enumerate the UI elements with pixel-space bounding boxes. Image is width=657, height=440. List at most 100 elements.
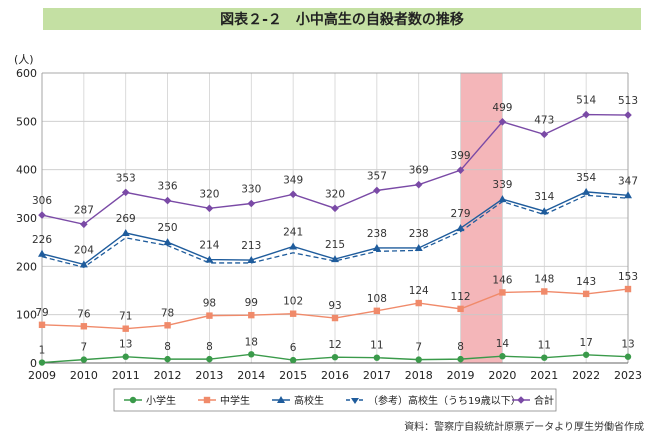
x-tick-label: 2022 (572, 369, 600, 382)
legend-marker (129, 396, 137, 404)
data-label: 12 (328, 339, 341, 351)
data-label: 93 (328, 300, 341, 312)
data-label: 99 (245, 297, 258, 309)
data-label: 339 (492, 179, 512, 191)
data-label: 98 (203, 298, 216, 310)
data-point (38, 321, 46, 329)
data-point (80, 220, 88, 229)
data-label: 369 (409, 165, 429, 177)
data-point (372, 243, 381, 251)
data-label: 71 (119, 311, 132, 323)
data-point (247, 256, 256, 264)
data-point (499, 289, 506, 296)
data-label: 213 (241, 240, 261, 252)
data-point (38, 211, 46, 219)
data-label: 250 (158, 222, 178, 234)
data-point (247, 199, 256, 208)
data-point (373, 354, 381, 361)
x-tick-label: 2015 (279, 369, 307, 382)
data-label: 6 (290, 342, 297, 354)
data-point (331, 314, 339, 322)
x-tick-label: 2013 (195, 369, 223, 382)
data-point (289, 242, 298, 250)
data-point (456, 166, 465, 174)
data-label: 78 (161, 307, 174, 319)
data-point (205, 255, 214, 263)
data-label: 108 (367, 293, 387, 305)
y-tick-label: 600 (16, 67, 37, 80)
y-tick-label: 0 (30, 357, 37, 370)
data-label: 17 (579, 337, 592, 349)
chart-title: 図表２-２ 小中高生の自殺者数の推移 (220, 11, 464, 28)
x-tick-label: 2020 (488, 369, 516, 382)
data-point (415, 356, 422, 363)
legend-label: （参考）高校生（うち19歳以下） (368, 394, 521, 407)
data-point (582, 187, 591, 195)
data-point (206, 355, 213, 363)
data-label: 349 (283, 174, 303, 186)
data-point (80, 356, 88, 363)
data-label: 102 (283, 296, 303, 308)
data-label: 336 (158, 181, 178, 193)
data-label: 320 (325, 188, 345, 200)
title-banner (43, 8, 641, 30)
data-point (163, 238, 172, 246)
data-label: 357 (367, 170, 387, 182)
data-label: 353 (116, 172, 136, 184)
data-point (457, 305, 464, 313)
data-point (582, 290, 590, 298)
data-label: 226 (32, 234, 52, 246)
y-axis-label: (人) (14, 53, 34, 66)
data-point (289, 356, 297, 364)
data-point (540, 130, 549, 139)
legend-marker (203, 396, 211, 404)
data-label: 238 (409, 228, 429, 240)
data-label: 238 (367, 228, 387, 240)
x-tick-label: 2017 (363, 369, 391, 382)
data-point (457, 355, 464, 363)
data-point (38, 359, 46, 366)
data-label: 8 (164, 341, 171, 353)
x-tick-label: 2010 (70, 369, 98, 382)
data-point (373, 186, 381, 195)
data-point (415, 299, 422, 307)
legend: 小学生 中学生 高校生 （参考）高校生（うち19歳以下） 合計 (124, 394, 554, 407)
data-label: 13 (119, 339, 132, 351)
data-point (414, 180, 423, 189)
data-label: 399 (451, 150, 471, 162)
data-point (540, 207, 549, 215)
data-point (248, 311, 255, 319)
data-point (541, 354, 548, 361)
data-label: 143 (576, 276, 596, 288)
data-label: 14 (496, 338, 510, 350)
data-label: 11 (370, 340, 383, 352)
data-point (624, 191, 632, 199)
data-point (582, 351, 590, 358)
data-label: 241 (283, 227, 303, 239)
data-label: 11 (538, 340, 551, 352)
data-label: 473 (534, 114, 554, 126)
data-point (331, 204, 339, 213)
legend-box (113, 388, 557, 412)
legend-label: 小学生 (146, 394, 176, 407)
data-point (80, 323, 88, 330)
x-tick-label: 2023 (614, 369, 642, 382)
data-label: 8 (206, 341, 213, 353)
data-label: 320 (199, 188, 219, 200)
data-label: 215 (325, 239, 345, 251)
data-point (331, 354, 339, 361)
y-tick-label: 200 (16, 260, 37, 273)
data-point (164, 322, 171, 329)
data-label: 499 (492, 102, 512, 114)
y-tick-label: 500 (16, 115, 37, 128)
data-point (248, 351, 255, 358)
data-point (498, 195, 507, 203)
data-point (624, 111, 632, 119)
legend-marker (351, 398, 359, 404)
data-point (121, 228, 130, 236)
data-point (164, 355, 171, 363)
x-tick-label: 2014 (237, 369, 265, 382)
data-label: 279 (451, 208, 471, 220)
data-point (163, 196, 172, 205)
